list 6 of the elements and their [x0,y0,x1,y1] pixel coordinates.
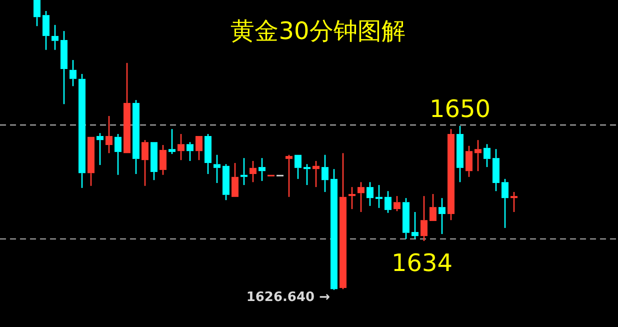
candlestick [214,154,220,184]
candlestick [322,154,328,193]
annotation: 1626.640 → [246,290,330,305]
annotation: 1634 [391,248,453,277]
text: 黄金30分钟图解 [230,17,406,45]
annotation: 1650 [429,94,491,123]
